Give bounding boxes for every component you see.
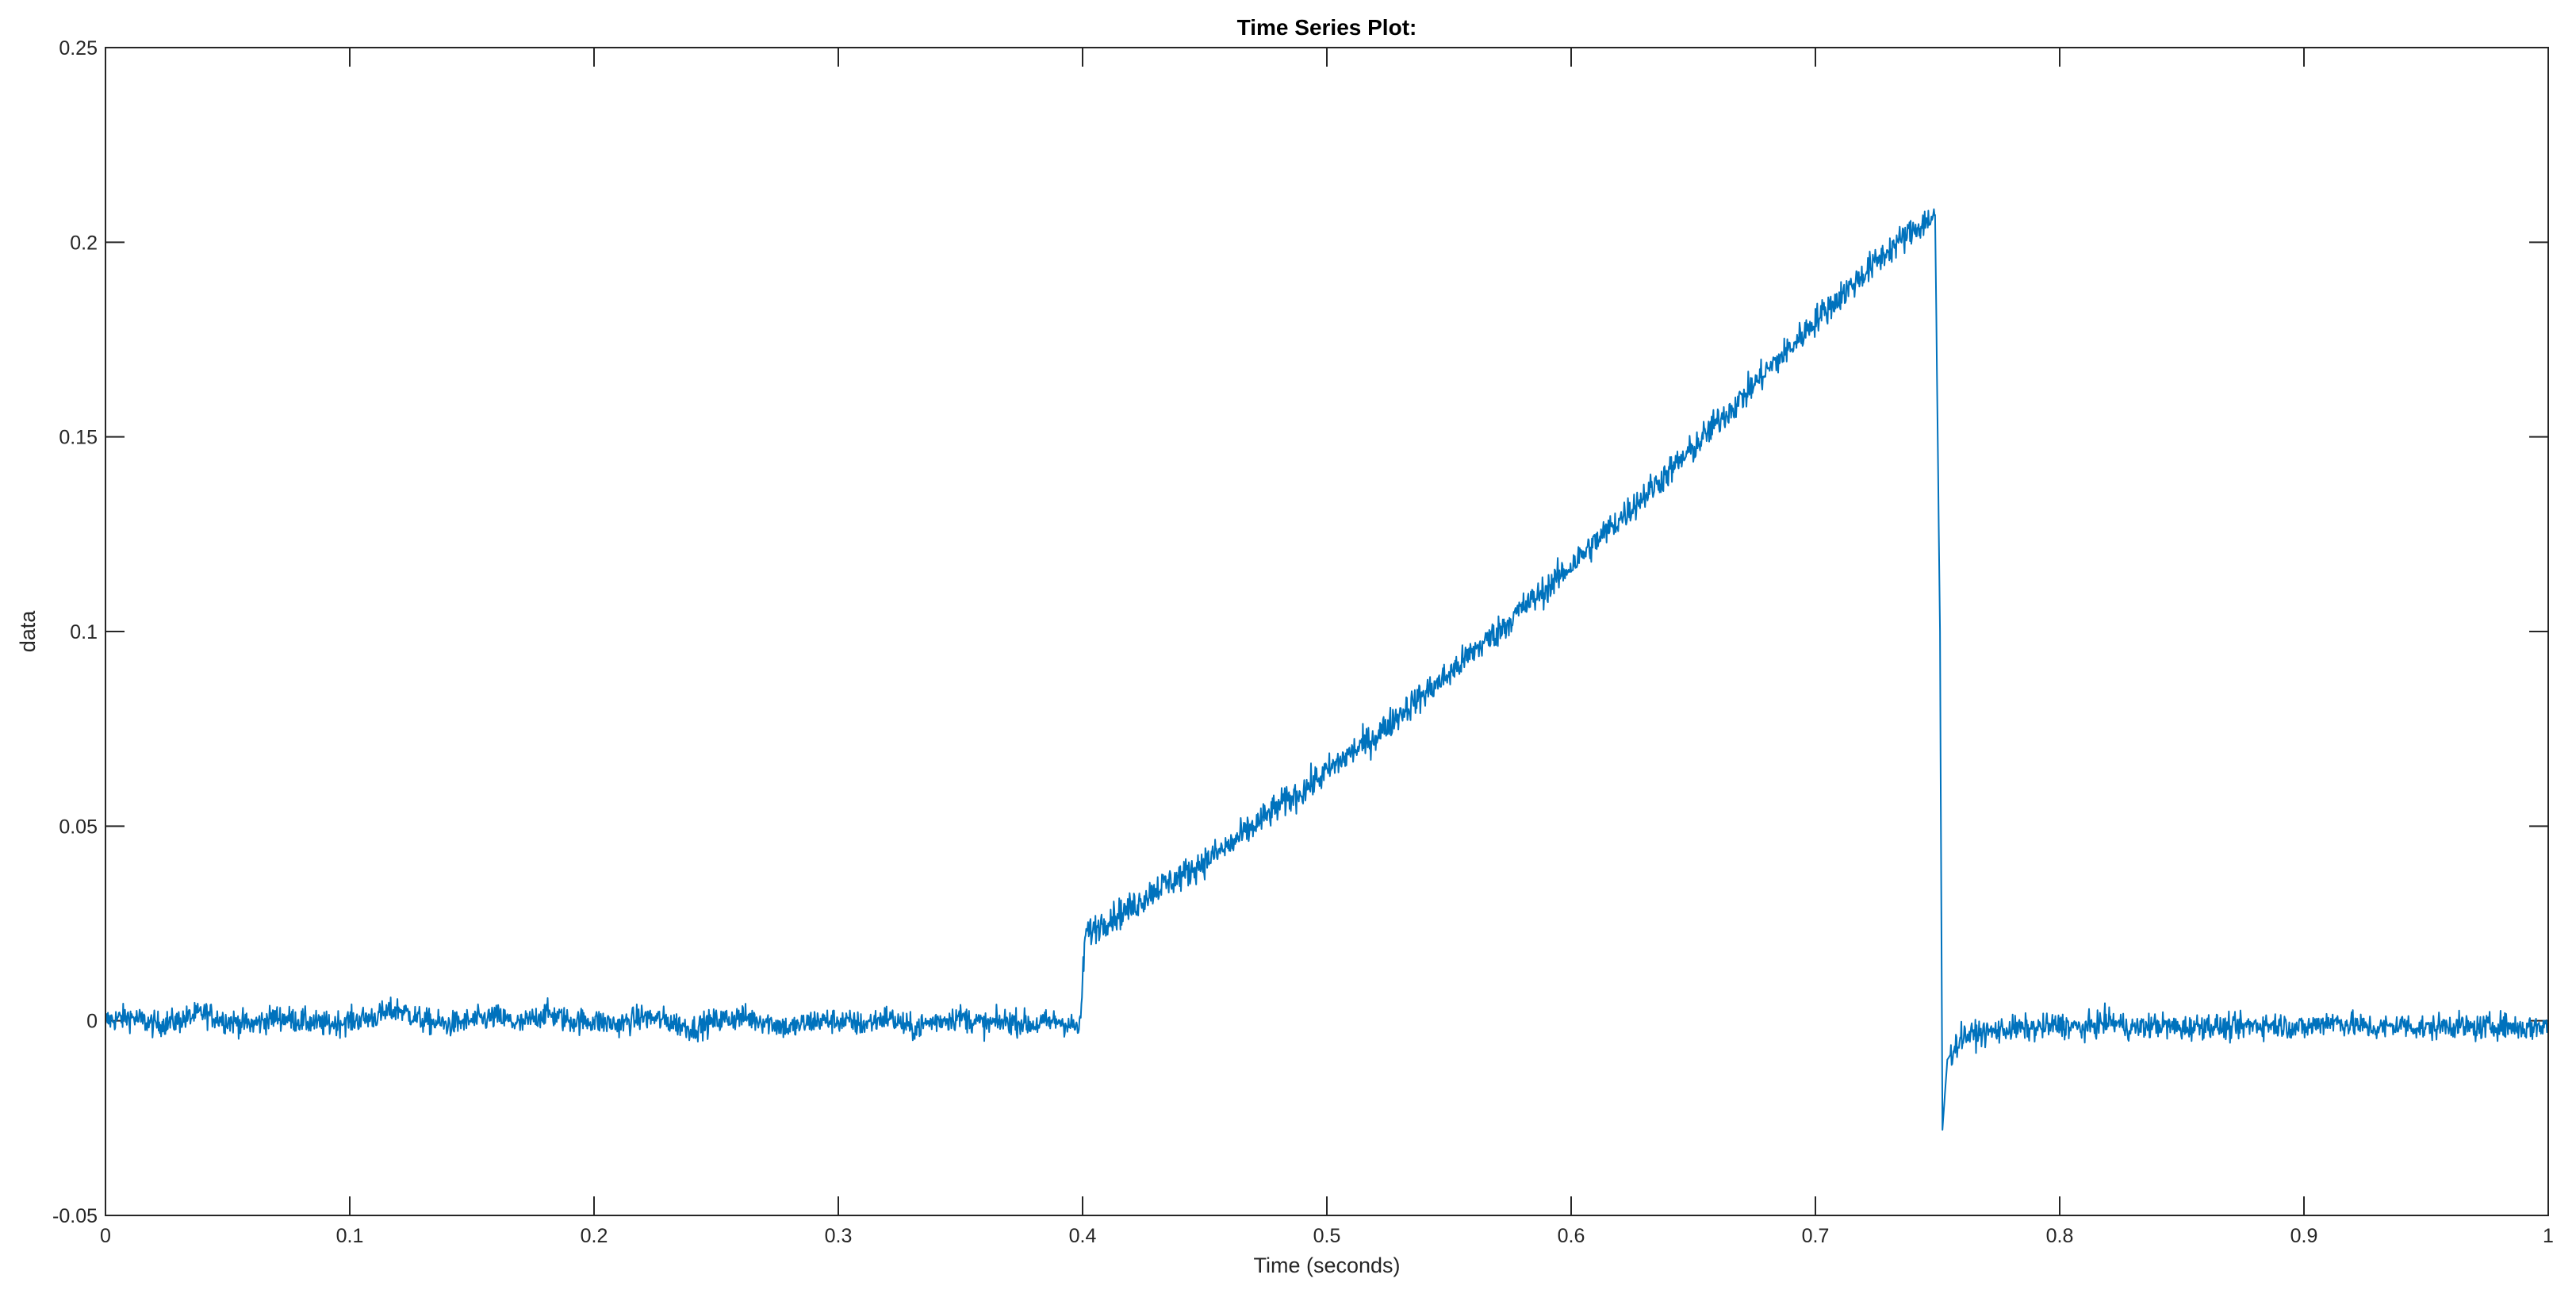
x-tick-label: 0.6: [1558, 1225, 1585, 1247]
x-tick-label: 0.5: [1313, 1225, 1341, 1247]
x-tick-label: 0.4: [1069, 1225, 1097, 1247]
series-layer: [105, 208, 2549, 1131]
x-tick-label: 0.7: [1802, 1225, 1830, 1247]
x-tick-label: 0.9: [2290, 1225, 2318, 1247]
x-tick-label: 0.2: [581, 1225, 608, 1247]
x-tick-label: 1: [2543, 1225, 2554, 1247]
series-line: [105, 208, 2549, 1131]
y-tick-label: 0: [86, 1011, 98, 1033]
y-axis-label: data: [16, 610, 40, 653]
y-tick-label: 0.1: [70, 621, 98, 643]
tick-labels: 0 0.1 0.2 0.3 0.4 0.5 0.6 0.7 0.8 0.9 1-0.0500.050…: [52, 37, 2554, 1247]
x-axis-label: Time (seconds): [1253, 1254, 1400, 1277]
y-tick-label: 0.2: [70, 232, 98, 254]
x-tick-label: 0: [100, 1225, 111, 1247]
x-tick-label: 0.8: [2046, 1225, 2074, 1247]
chart-title: Time Series Plot:: [1237, 15, 1417, 40]
x-tick-label: 0.3: [825, 1225, 853, 1247]
x-tick-label: 0.1: [336, 1225, 364, 1247]
y-tick-label: 0.15: [59, 427, 98, 449]
y-tick-label: 0.25: [59, 37, 98, 60]
y-tick-label: -0.05: [52, 1205, 98, 1227]
y-tick-label: 0.05: [59, 816, 98, 838]
plot-area-frame: [105, 47, 2549, 1216]
